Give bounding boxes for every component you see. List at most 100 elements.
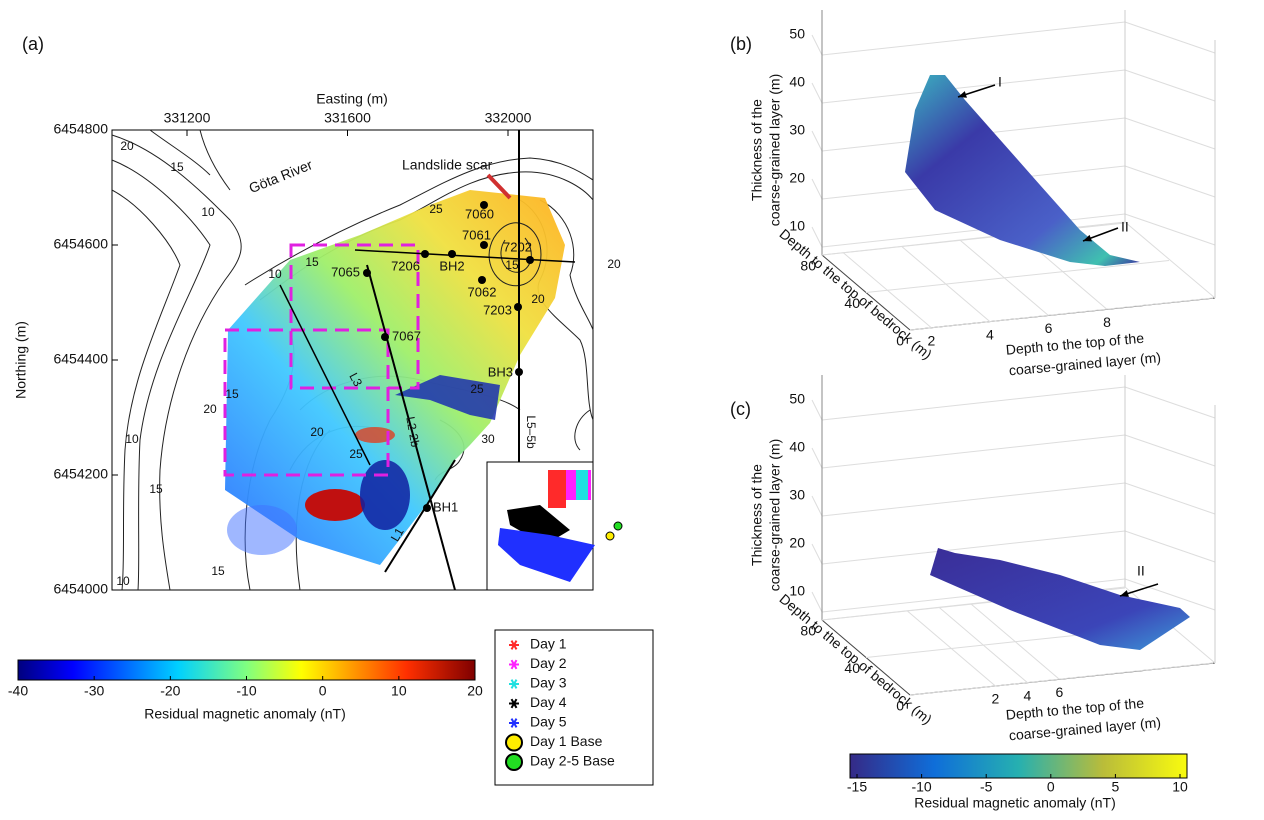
legend-label: Day 3 xyxy=(530,675,567,691)
legend-marker xyxy=(510,659,518,670)
grid-line xyxy=(1124,213,1216,246)
legend-label: Day 2 xyxy=(530,655,567,671)
grid-line xyxy=(821,21,1126,56)
contour-label: 15 xyxy=(170,160,184,174)
grid-line xyxy=(811,82,823,104)
contour-label: 20 xyxy=(310,425,324,439)
inset-track xyxy=(498,528,595,582)
contour xyxy=(111,189,181,591)
borehole-label: 7203 xyxy=(483,302,512,317)
legend-label: Day 2-5 Base xyxy=(530,753,615,769)
grid-line xyxy=(1124,386,1216,419)
grid-line xyxy=(811,447,823,469)
borehole-label: 7067 xyxy=(392,328,421,343)
colorbar-title: Residual magnetic anomaly (nT) xyxy=(144,706,346,722)
contour xyxy=(149,129,231,191)
legend-marker xyxy=(505,753,523,771)
borehole xyxy=(515,368,523,376)
colorbar-tick-label: -30 xyxy=(84,683,104,699)
y-tick-label: 0 xyxy=(896,698,904,714)
contour-label: 15 xyxy=(505,258,519,272)
grid-line xyxy=(811,543,823,565)
panel-c-box xyxy=(811,375,1216,696)
colorbar-tick-label: -40 xyxy=(8,683,28,699)
grid-line xyxy=(821,530,1126,565)
contour xyxy=(244,157,594,286)
panel-label: (b) xyxy=(730,34,752,54)
contour-label: 25 xyxy=(470,382,484,396)
z-tick-label: 10 xyxy=(789,218,805,234)
y-tick-label: 6454800 xyxy=(53,121,108,137)
colorbar-tick-label: 10 xyxy=(1172,779,1188,795)
grid-line xyxy=(821,434,1126,469)
z-tick-label: 20 xyxy=(789,170,805,186)
profile-line xyxy=(354,249,576,263)
contour-label: 15 xyxy=(305,255,319,269)
grid-line xyxy=(821,69,1126,104)
place-label: Landslide scar xyxy=(402,157,493,173)
contour-label: 20 xyxy=(203,402,217,416)
z-tick-label: 30 xyxy=(789,122,805,138)
z-tick-label: 20 xyxy=(789,535,805,551)
inset-track xyxy=(507,505,570,545)
panel-label: (a) xyxy=(22,34,44,54)
anomaly-low xyxy=(360,460,410,530)
annotation: II xyxy=(1137,563,1145,579)
x-tick-label: 331200 xyxy=(164,110,211,126)
grid-line xyxy=(811,130,823,152)
colorbar-tick-label: 10 xyxy=(391,683,407,699)
z-tick-label: 10 xyxy=(789,583,805,599)
colorbar-tick-label: -20 xyxy=(160,683,180,699)
borehole xyxy=(478,276,486,284)
map xyxy=(111,129,623,591)
anomaly-high xyxy=(355,427,395,443)
colorbar-tick-label: -10 xyxy=(911,779,931,795)
anomaly-low xyxy=(395,375,500,420)
axis-title: Depth to the top of bedrock (m) xyxy=(776,591,935,728)
contour-label: 30 xyxy=(481,432,495,446)
grid-line xyxy=(1124,434,1216,467)
x-tick-label: 8 xyxy=(1103,314,1111,330)
grid-line xyxy=(909,662,1214,696)
y-tick-label: 40 xyxy=(844,295,860,311)
y-tick-label: 0 xyxy=(896,333,904,349)
y-tick-label: 6454200 xyxy=(53,466,108,482)
borehole xyxy=(423,504,431,512)
borehole-label: 7065 xyxy=(331,264,360,279)
line-label: L3 xyxy=(346,370,365,389)
grid-line xyxy=(811,591,823,613)
inset-track xyxy=(548,470,566,508)
profile-line xyxy=(279,284,371,466)
survey-area xyxy=(225,190,565,565)
x-tick-label: 331600 xyxy=(324,110,371,126)
anomaly-high xyxy=(305,489,365,521)
annotation: II xyxy=(1121,219,1129,235)
axis-title: coarse-grained layer (m) xyxy=(767,439,783,592)
y-tick-label: 40 xyxy=(844,660,860,676)
contour-label: 10 xyxy=(201,205,215,219)
legend-label: Day 5 xyxy=(530,714,567,730)
borehole-label: 7061 xyxy=(462,227,491,242)
z-tick-label: 50 xyxy=(789,26,805,42)
contour-label: 10 xyxy=(125,432,139,446)
panel-label: (c) xyxy=(730,399,751,419)
x-tick-label: 332000 xyxy=(485,110,532,126)
legend-marker xyxy=(510,718,518,728)
grid-line xyxy=(1124,530,1216,563)
borehole xyxy=(381,333,389,341)
profile-line xyxy=(384,459,456,573)
grid-line xyxy=(811,399,823,421)
colorbar-tick-label: 20 xyxy=(467,683,483,699)
axis-title: coarse-grained layer (m) xyxy=(767,74,783,227)
grid-line xyxy=(1124,69,1216,102)
colorbar-tick-label: -10 xyxy=(236,683,256,699)
contour-label: 10 xyxy=(116,574,130,588)
axis-title: Depth to the top of bedrock (m) xyxy=(776,226,935,363)
borehole-label: 7202 xyxy=(503,239,532,254)
inset-base xyxy=(613,521,623,531)
legend-label: Day 1 xyxy=(530,636,567,652)
profile-line xyxy=(366,264,456,591)
borehole xyxy=(526,256,534,264)
annotation: I xyxy=(998,74,1002,90)
